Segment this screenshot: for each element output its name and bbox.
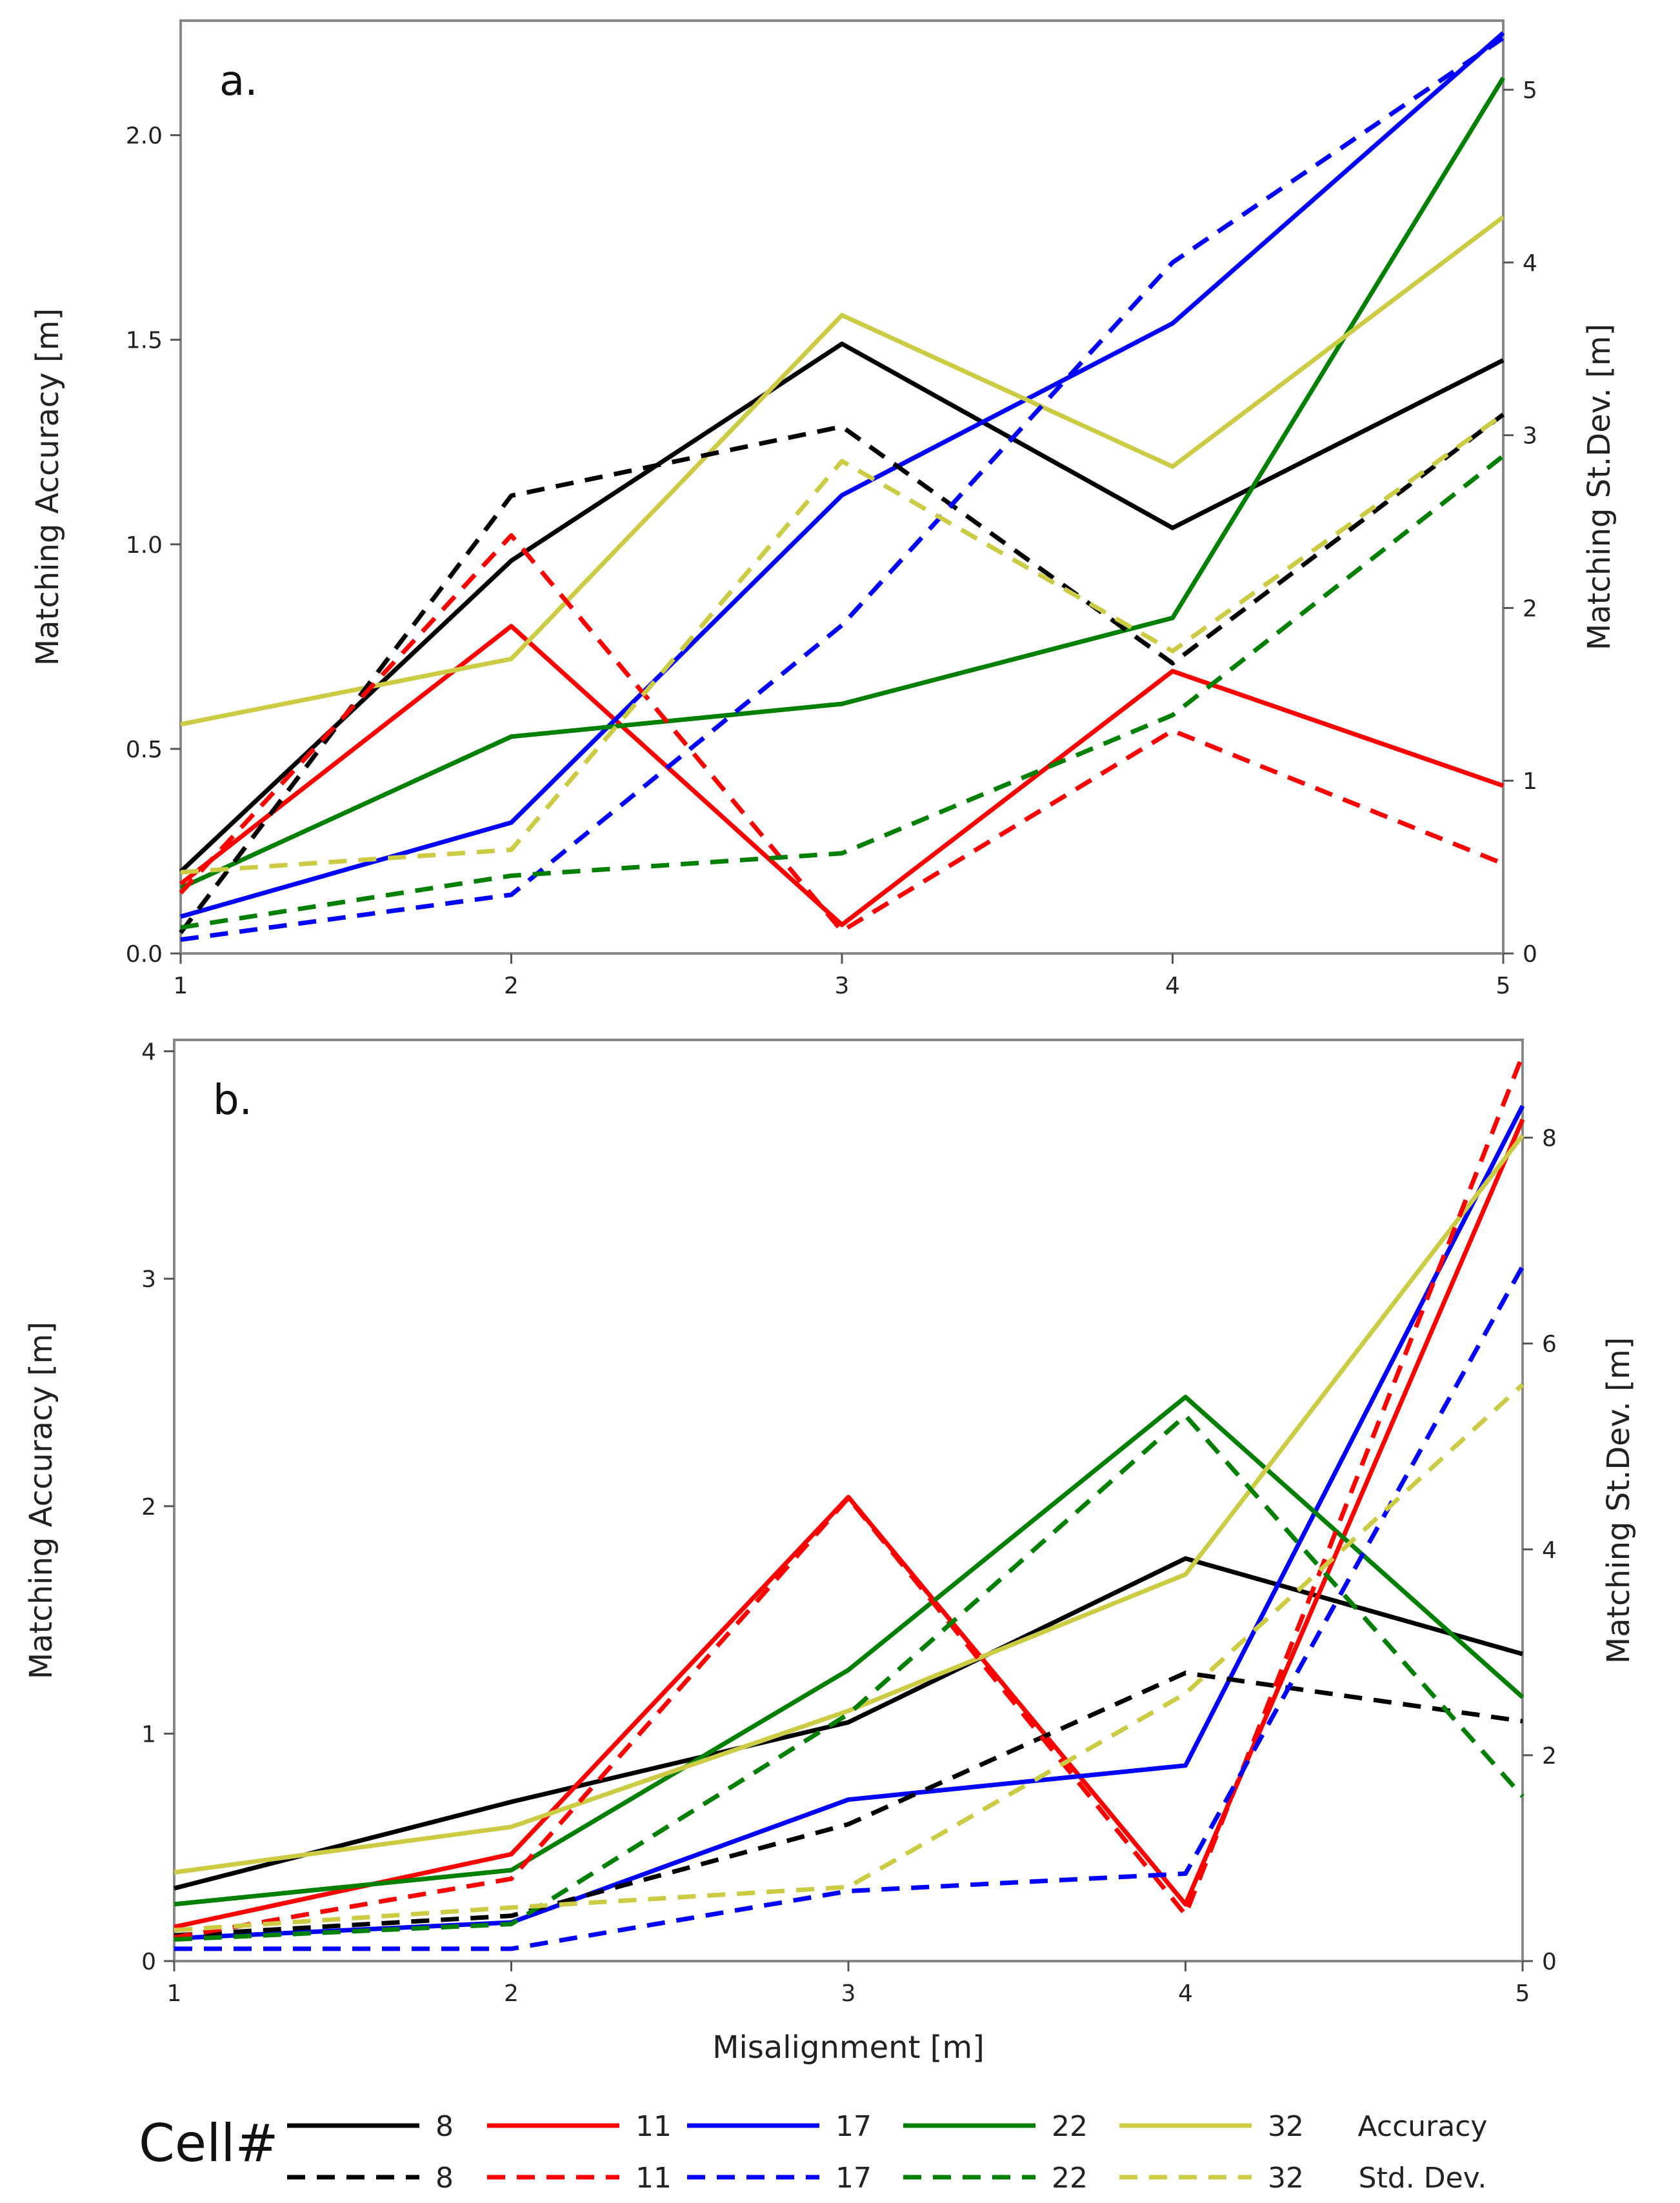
x-tick-label: 5 xyxy=(1515,1980,1530,2007)
series-line-accuracy-cell-11 xyxy=(179,624,1505,928)
y-tick-label: 1.0 xyxy=(126,532,163,559)
x-tick-label: 2 xyxy=(504,1980,519,2007)
y2-tick-label: 2 xyxy=(1542,1743,1557,1769)
y-tick-label: 0.5 xyxy=(126,737,163,763)
legend: Cell# 8 11 17 22 32 Accuracy 8 11 17 22 32 Std. Dev. xyxy=(139,2110,1487,2195)
legend-cell-label: 17 xyxy=(835,2162,872,2195)
series-line-accuracy-cell-17 xyxy=(174,1104,1525,1941)
x-tick-label: 4 xyxy=(1165,973,1180,999)
panel-label: a. xyxy=(219,57,258,105)
y2-tick-label: 6 xyxy=(1542,1331,1557,1358)
series-line-stddev-cell-11 xyxy=(174,1054,1525,1940)
x-tick-label: 3 xyxy=(835,973,850,999)
legend-cell-label: 8 xyxy=(435,2110,454,2143)
legend-cell-label: 32 xyxy=(1268,2162,1304,2195)
series-line-accuracy-cell-22 xyxy=(179,76,1505,890)
y-axis-title: Matching Accuracy [m] xyxy=(23,1322,59,1680)
y-tick-label: 2.0 xyxy=(126,123,163,150)
series-line-stddev-cell-17 xyxy=(174,1265,1525,1951)
x-axis-title: Misalignment [m] xyxy=(712,2029,985,2066)
y2-tick-label: 0 xyxy=(1542,1949,1557,1975)
series-line-stddev-cell-32 xyxy=(180,412,1505,875)
y2-tick-label: 5 xyxy=(1523,77,1537,104)
y2-tick-label: 4 xyxy=(1542,1537,1557,1564)
y-tick-label: 1.5 xyxy=(126,328,163,354)
series-line-accuracy-cell-8 xyxy=(179,341,1505,873)
y2-tick-label: 8 xyxy=(1542,1126,1557,1152)
plot-frame xyxy=(179,19,1505,955)
series-line-stddev-cell-22 xyxy=(174,1413,1525,1942)
legend-cell-label: 22 xyxy=(1052,2162,1088,2195)
series-line-accuracy-cell-17 xyxy=(180,31,1505,919)
y2-axis-title: Matching St.Dev. [m] xyxy=(1581,324,1617,650)
y-tick-label: 3 xyxy=(141,1266,156,1293)
legend-cell-label: 11 xyxy=(635,2110,672,2143)
series-line-accuracy-cell-8 xyxy=(174,1556,1523,1891)
y2-tick-label: 0 xyxy=(1523,941,1537,968)
legend-cell-label: 22 xyxy=(1052,2110,1088,2143)
series-line-stddev-cell-8 xyxy=(174,1670,1523,1938)
x-tick-label: 3 xyxy=(841,1980,856,2007)
y2-tick-label: 4 xyxy=(1523,250,1537,277)
x-tick-label: 4 xyxy=(1178,1980,1193,2007)
y2-tick-label: 2 xyxy=(1523,595,1537,622)
series-line-stddev-cell-22 xyxy=(180,454,1505,930)
y-axis-title: Matching Accuracy [m] xyxy=(30,308,66,666)
y-tick-label: 0 xyxy=(141,1949,156,1975)
series-line-stddev-cell-32 xyxy=(174,1382,1525,1933)
y-tick-label: 4 xyxy=(141,1039,156,1066)
legend-cell-label: 8 xyxy=(435,2162,454,2195)
x-tick-label: 2 xyxy=(504,973,519,999)
legend-cell-label: 32 xyxy=(1268,2110,1304,2143)
chart-panel-1: 1 2 3 4 5 0.0 0.5 1.0 1.5 2.0 0 1 2 3 4 5 Matching Accur… xyxy=(30,19,1617,999)
y2-tick-label: 1 xyxy=(1523,768,1537,795)
y-tick-label: 1 xyxy=(141,1721,156,1748)
x-tick-label: 5 xyxy=(1496,973,1511,999)
series-line-accuracy-cell-22 xyxy=(174,1395,1525,1907)
legend-row-label: Accuracy xyxy=(1358,2110,1488,2143)
legend-title: Cell# xyxy=(139,2113,279,2173)
panel-label: b. xyxy=(213,1077,252,1124)
x-tick-label: 1 xyxy=(174,973,188,999)
series-line-accuracy-cell-32 xyxy=(180,215,1505,727)
y2-tick-label: 3 xyxy=(1523,423,1537,450)
legend-cell-label: 11 xyxy=(635,2162,672,2195)
legend-row-label: Std. Dev. xyxy=(1359,2162,1487,2195)
series-line-accuracy-cell-32 xyxy=(174,1133,1525,1875)
y-tick-label: 0.0 xyxy=(126,941,163,968)
series-line-stddev-cell-8 xyxy=(179,412,1505,935)
series-line-stddev-cell-17 xyxy=(180,35,1505,942)
series-line-accuracy-cell-11 xyxy=(174,1119,1525,1929)
y2-axis-title: Matching St.Dev. [m] xyxy=(1601,1337,1637,1664)
x-tick-label: 1 xyxy=(167,1980,182,2007)
series-line-stddev-cell-11 xyxy=(179,533,1505,933)
legend-cell-label: 17 xyxy=(835,2110,872,2143)
y-tick-label: 2 xyxy=(141,1494,156,1520)
